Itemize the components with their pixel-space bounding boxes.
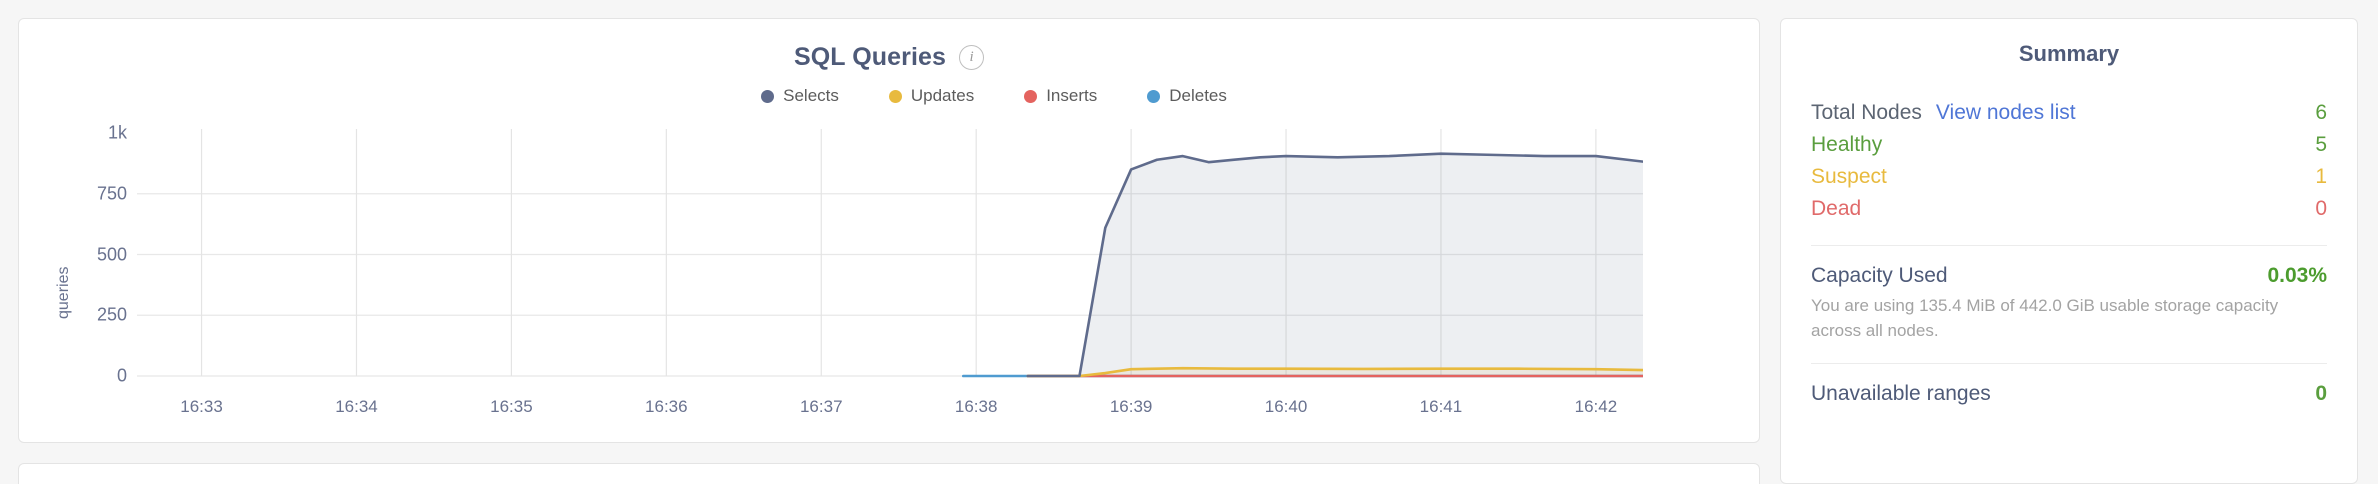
x-axis-tick: 16:37	[799, 397, 843, 416]
chart-header: SQL Queries i	[19, 19, 1759, 72]
capacity-used-row: Capacity Used 0.03%	[1811, 264, 2327, 288]
summary-row-left: Total Nodes View nodes list	[1811, 101, 2076, 125]
legend-item-updates[interactable]: Updates	[888, 86, 975, 106]
x-axis-tick: 16:38	[954, 397, 998, 416]
y-axis-ticks: 0 250 500 750 1k	[67, 123, 127, 443]
chart-svg	[137, 129, 1643, 378]
x-axis-tick: 16:34	[335, 397, 378, 416]
next-chart-card	[18, 463, 1760, 484]
summary-divider-2	[1811, 363, 2327, 365]
summary-row-label: Suspect	[1811, 165, 1887, 188]
x-axis-tick: 16:36	[645, 397, 688, 416]
legend-dot-icon	[1024, 89, 1038, 103]
summary-card: Summary Total Nodes View nodes list 6 Healt…	[1780, 18, 2358, 484]
capacity-used-description: You are using 135.4 MiB of 442.0 GiB usa…	[1811, 296, 2279, 340]
summary-row-dead: Dead 0	[1811, 193, 2327, 225]
legend-dot-icon	[888, 89, 902, 103]
y-axis-tick: 0	[116, 365, 127, 386]
unavailable-ranges-row: Unavailable ranges 0	[1811, 382, 2327, 406]
info-icon[interactable]: i	[959, 45, 985, 70]
y-axis-tick: 500	[96, 244, 127, 264]
legend-label: Updates	[910, 86, 975, 105]
unavailable-ranges-value: 0	[2315, 382, 2327, 406]
legend-dot-icon	[761, 89, 775, 103]
y-axis-tick: 1k	[107, 122, 127, 143]
summary-row-value: 1	[2315, 165, 2327, 188]
summary-row-suspect: Suspect 1	[1811, 161, 2327, 193]
x-axis-tick: 16:41	[1419, 397, 1463, 416]
x-axis-tick: 16:40	[1264, 397, 1308, 416]
summary-divider-1	[1811, 245, 2327, 246]
summary-row-left: Dead	[1811, 197, 1861, 221]
summary-row-total-nodes: Total Nodes View nodes list 6	[1811, 97, 2327, 129]
legend-dot-icon	[1147, 89, 1161, 103]
x-axis-tick: 16:35	[490, 397, 533, 416]
summary-row-label: Healthy	[1811, 133, 1883, 156]
summary-row-value: 6	[2315, 101, 2327, 124]
x-axis-tick: 16:39	[1109, 397, 1153, 416]
chart-plot-area: queries 0 250 500 750 1k 16:33 16:34 16:35 16:3…	[19, 123, 1759, 443]
unavailable-ranges-label: Unavailable ranges	[1811, 382, 1991, 406]
summary-row-value: 5	[2315, 133, 2327, 156]
chart-legend: Selects Updates Inserts Deletes	[19, 86, 1759, 106]
legend-label: Selects	[783, 86, 839, 105]
x-axis-tick: 16:33	[180, 397, 223, 416]
legend-item-inserts[interactable]: Inserts	[1024, 86, 1097, 106]
capacity-used-value: 0.03%	[2267, 264, 2327, 287]
y-axis-tick: 250	[96, 304, 127, 325]
x-axis-tick: 16:42	[1574, 397, 1618, 416]
summary-row-label: Dead	[1811, 197, 1862, 220]
summary-row-healthy: Healthy 5	[1811, 129, 2327, 161]
capacity-used-label: Capacity Used	[1811, 264, 1948, 287]
summary-node-rows: Total Nodes View nodes list 6 Healthy 5 Suspe…	[1811, 97, 2327, 225]
summary-title: Summary	[2018, 41, 2120, 66]
legend-item-deletes[interactable]: Deletes	[1147, 86, 1227, 106]
summary-row-value: 0	[2315, 197, 2327, 220]
legend-item-selects[interactable]: Selects	[761, 86, 839, 106]
legend-label: Deletes	[1169, 86, 1227, 105]
summary-row-left: Healthy	[1811, 133, 1882, 157]
summary-row-left: Suspect	[1811, 165, 1887, 189]
summary-row-label: Total Nodes	[1811, 101, 1922, 124]
legend-label: Inserts	[1046, 86, 1098, 105]
page-title: SQL Queries	[793, 43, 947, 71]
y-axis-tick: 750	[96, 183, 127, 204]
view-nodes-list-link[interactable]: View nodes list	[1935, 101, 2076, 124]
sql-queries-card: SQL Queries i Selects Updates Inserts Delet…	[18, 18, 1760, 443]
